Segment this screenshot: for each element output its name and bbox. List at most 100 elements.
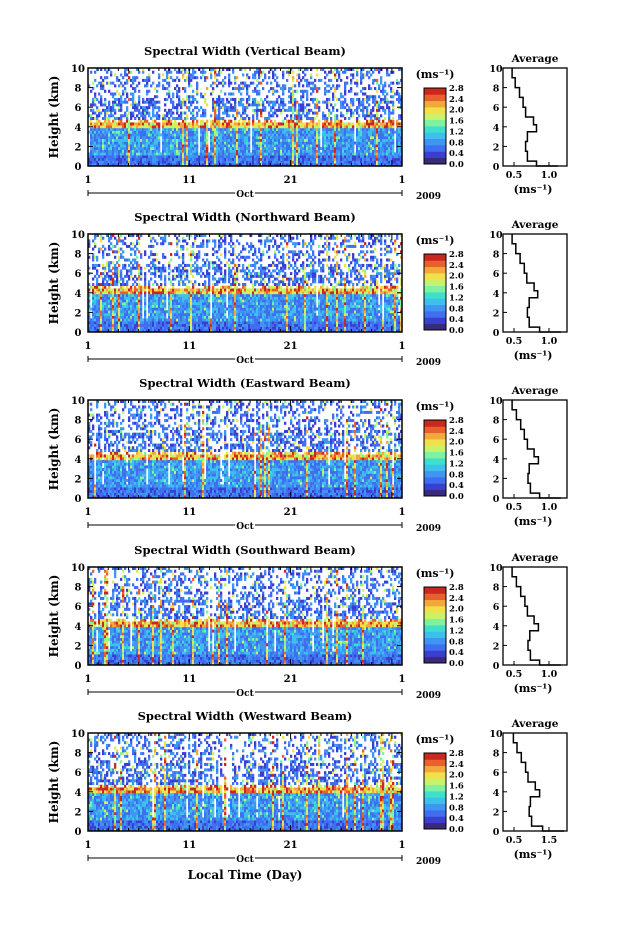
heatmap-cell — [358, 152, 361, 156]
heatmap-cell — [192, 89, 195, 93]
heatmap-cell — [332, 146, 335, 150]
heatmap-cell — [348, 155, 351, 159]
heatmap-cell — [156, 125, 159, 129]
heatmap-cell — [400, 149, 403, 153]
heatmap-cell — [118, 307, 121, 311]
heatmap-cell — [112, 157, 115, 161]
heatmap-cell — [126, 136, 129, 140]
heatmap-cell — [186, 155, 189, 159]
heatmap-cell — [170, 100, 173, 104]
heatmap-cell — [100, 97, 103, 101]
heatmap-cell — [150, 261, 153, 265]
heatmap-cell — [368, 146, 371, 150]
heatmap-cell — [164, 144, 167, 148]
heatmap-cell — [400, 127, 403, 131]
heatmap-cell — [380, 76, 383, 80]
heatmap-cell — [116, 250, 119, 254]
heatmap-cell — [90, 318, 93, 322]
heatmap-cell — [200, 149, 203, 153]
heatmap-cell — [174, 155, 177, 159]
heatmap-cell — [144, 163, 147, 167]
heatmap-cell — [324, 155, 327, 159]
heatmap-cell — [156, 89, 159, 93]
heatmap-cell — [134, 261, 137, 265]
heatmap-cell — [112, 138, 115, 142]
heatmap-cell — [116, 149, 119, 153]
heatmap-cell — [128, 152, 131, 156]
heatmap-cell — [156, 323, 159, 327]
heatmap-cell — [212, 136, 215, 140]
heatmap-cell — [194, 76, 197, 80]
heatmap-cell — [260, 81, 263, 85]
heatmap-cell — [342, 130, 345, 134]
heatmap-cell — [312, 122, 315, 126]
heatmap-cell — [112, 141, 115, 145]
heatmap-cell — [338, 155, 341, 159]
heatmap-cell — [164, 160, 167, 164]
heatmap-cell — [216, 155, 219, 159]
heatmap-cell — [290, 144, 293, 148]
heatmap-cell — [120, 296, 123, 300]
heatmap-cell — [326, 127, 329, 131]
heatmap-cell — [282, 92, 285, 96]
heatmap-cell — [346, 146, 349, 150]
heatmap-cell — [376, 133, 379, 137]
heatmap-cell — [98, 315, 101, 319]
heatmap-cell — [382, 163, 385, 167]
heatmap-cell — [132, 130, 135, 134]
heatmap-cell — [268, 89, 271, 93]
heatmap-cell — [344, 84, 347, 88]
heatmap-cell — [92, 146, 95, 150]
heatmap-cell — [280, 157, 283, 161]
heatmap-cell — [150, 103, 153, 107]
heatmap-cell — [212, 106, 215, 110]
heatmap-cell — [154, 157, 157, 161]
heatmap-cell — [132, 160, 135, 164]
heatmap-cell — [220, 136, 223, 140]
heatmap-cell — [224, 146, 227, 150]
heatmap-cell — [236, 138, 239, 142]
heatmap-cell — [96, 127, 99, 131]
heatmap-cell — [220, 141, 223, 145]
heatmap-cell — [124, 315, 127, 319]
heatmap-cell — [216, 160, 219, 164]
heatmap-cell — [160, 277, 163, 281]
heatmap-cell — [320, 160, 323, 164]
heatmap-cell — [124, 310, 127, 314]
heatmap-cell — [388, 84, 391, 88]
heatmap-cell — [166, 130, 169, 134]
y-tick-label: 4 — [75, 123, 82, 134]
heatmap-cell — [256, 146, 259, 150]
heatmap-cell — [388, 117, 391, 121]
heatmap-cell — [292, 125, 295, 129]
heatmap-cell — [214, 163, 217, 167]
heatmap-cell — [284, 130, 287, 134]
heatmap-cell — [262, 141, 265, 145]
heatmap-cell — [174, 157, 177, 161]
heatmap-cell — [158, 73, 161, 77]
heatmap-cell — [118, 329, 121, 333]
heatmap-cell — [292, 144, 295, 148]
heatmap-cell — [242, 130, 245, 134]
heatmap-cell — [132, 310, 135, 314]
heatmap-cell — [266, 100, 269, 104]
heatmap-cell — [202, 138, 205, 142]
heatmap-cell — [102, 310, 105, 314]
heatmap-cell — [220, 130, 223, 134]
heatmap-cell — [136, 304, 139, 308]
heatmap-cell — [164, 122, 167, 126]
heatmap-cell — [244, 84, 247, 88]
heatmap-cell — [148, 125, 151, 129]
heatmap-cell — [274, 136, 277, 140]
heatmap-cell — [104, 97, 107, 101]
heatmap-cell — [186, 127, 189, 131]
heatmap-cell — [188, 144, 191, 148]
heatmap-cell — [120, 138, 123, 142]
heatmap-cell — [276, 160, 279, 164]
heatmap-cell — [140, 149, 143, 153]
heatmap-cell — [140, 291, 143, 295]
heatmap-cell — [184, 160, 187, 164]
heatmap-cell — [260, 152, 263, 156]
heatmap-cell — [288, 157, 291, 161]
heatmap-cell — [170, 283, 173, 287]
